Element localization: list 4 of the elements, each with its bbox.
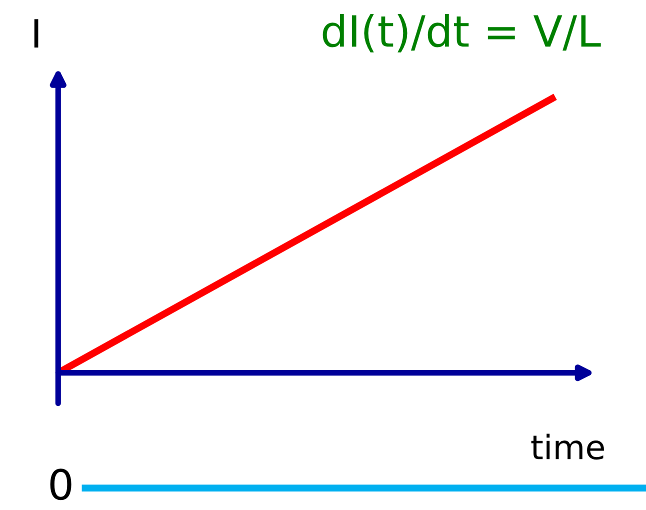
text: 0: [50, 468, 72, 500]
x-axis-title: time: [531, 434, 604, 460]
y-axis-title: I: [34, 19, 38, 48]
text: dI(t)/dt = V/L: [322, 14, 601, 52]
